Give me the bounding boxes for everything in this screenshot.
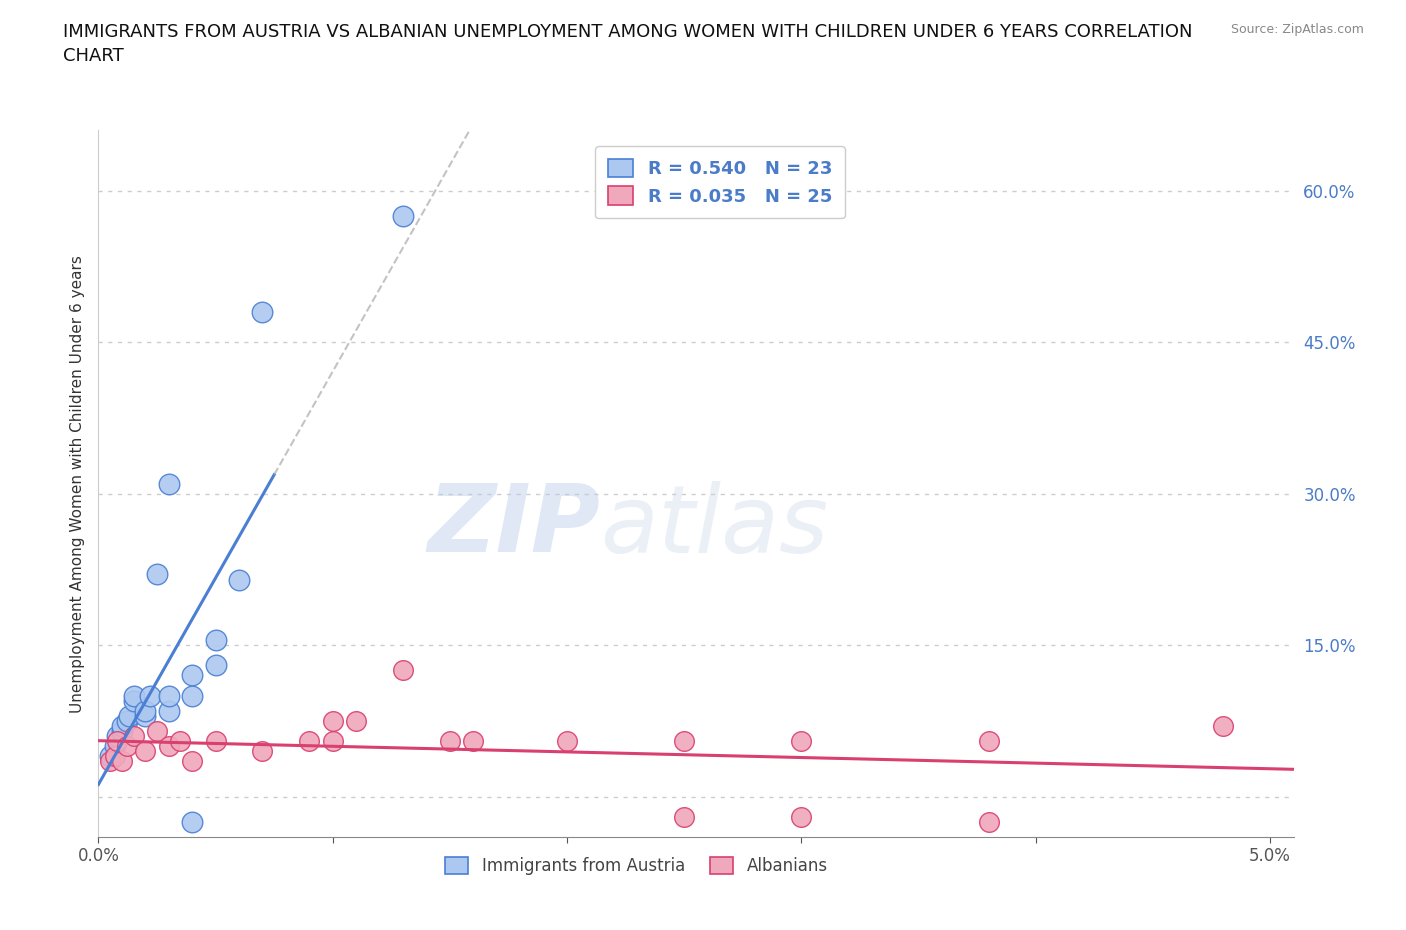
- Point: [1212, 719, 1234, 734]
- Point: [139, 688, 162, 703]
- Point: [104, 738, 127, 753]
- Point: [157, 703, 180, 718]
- Point: [157, 688, 180, 703]
- Point: [673, 734, 696, 749]
- Point: [146, 567, 169, 582]
- Point: [111, 754, 134, 769]
- Point: [252, 304, 274, 319]
- Point: [204, 734, 226, 749]
- Point: [204, 658, 226, 672]
- Point: [344, 713, 367, 728]
- Point: [111, 719, 134, 734]
- Point: [134, 744, 156, 759]
- Text: IMMIGRANTS FROM AUSTRIA VS ALBANIAN UNEMPLOYMENT AMONG WOMEN WITH CHILDREN UNDER: IMMIGRANTS FROM AUSTRIA VS ALBANIAN UNEM…: [63, 23, 1192, 65]
- Point: [252, 744, 274, 759]
- Point: [115, 738, 138, 753]
- Point: [977, 815, 1000, 830]
- Y-axis label: Unemployment Among Women with Children Under 6 years: Unemployment Among Women with Children U…: [69, 255, 84, 712]
- Point: [134, 703, 156, 718]
- Point: [122, 688, 145, 703]
- Point: [105, 728, 128, 743]
- Point: [181, 754, 204, 769]
- Text: ZIP: ZIP: [427, 480, 600, 572]
- Point: [157, 738, 180, 753]
- Point: [204, 632, 226, 647]
- Legend: Immigrants from Austria, Albanians: Immigrants from Austria, Albanians: [439, 850, 834, 882]
- Point: [105, 734, 128, 749]
- Point: [463, 734, 485, 749]
- Point: [104, 749, 127, 764]
- Point: [181, 815, 204, 830]
- Point: [790, 809, 813, 824]
- Point: [157, 476, 180, 491]
- Point: [98, 749, 121, 764]
- Point: [134, 709, 156, 724]
- Point: [181, 668, 204, 683]
- Point: [115, 713, 138, 728]
- Text: Source: ZipAtlas.com: Source: ZipAtlas.com: [1230, 23, 1364, 36]
- Point: [439, 734, 461, 749]
- Point: [392, 663, 415, 678]
- Point: [181, 688, 204, 703]
- Point: [322, 713, 344, 728]
- Point: [977, 734, 1000, 749]
- Point: [146, 724, 169, 738]
- Point: [228, 572, 250, 587]
- Text: atlas: atlas: [600, 481, 828, 572]
- Point: [169, 734, 191, 749]
- Point: [392, 208, 415, 223]
- Point: [111, 724, 134, 738]
- Point: [790, 734, 813, 749]
- Point: [298, 734, 321, 749]
- Point: [555, 734, 578, 749]
- Point: [673, 809, 696, 824]
- Point: [118, 709, 141, 724]
- Point: [98, 754, 121, 769]
- Point: [122, 693, 145, 708]
- Point: [122, 728, 145, 743]
- Point: [322, 734, 344, 749]
